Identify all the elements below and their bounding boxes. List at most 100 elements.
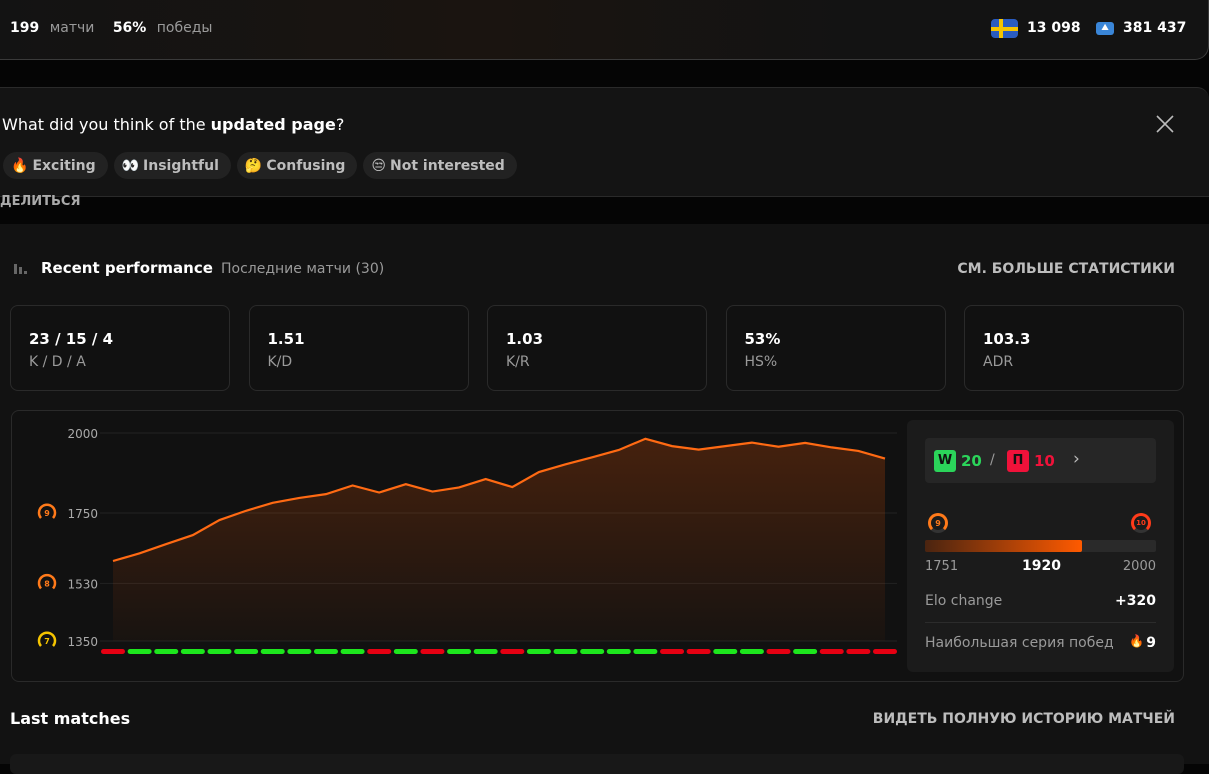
level-number: 8 — [44, 579, 50, 588]
stat-value: 1.03 — [506, 330, 544, 348]
profile-summary-bar: 199 матчи 56% победы 13 098 ⛰ 381 437 — [0, 0, 1209, 60]
level-9-icon: 9 — [928, 513, 948, 533]
win-marker — [447, 649, 472, 654]
option-label: Insightful — [143, 157, 219, 174]
separator: / — [990, 452, 995, 468]
win-streak-value: 9 — [1146, 635, 1156, 651]
y-tick-label: 1750 — [67, 507, 98, 521]
loss-marker — [766, 649, 791, 654]
range-max: 2000 — [1122, 559, 1156, 574]
loss-marker — [500, 649, 525, 654]
bar-chart-icon — [14, 262, 28, 274]
sweden-flag-icon — [991, 19, 1018, 38]
losses-count: 10 — [1034, 452, 1055, 470]
stat-card-adr: 103.3 ADR — [964, 305, 1184, 391]
level-number: 9 — [44, 509, 50, 518]
loss-marker — [686, 649, 711, 654]
europe-region-icon: ⛰ — [1096, 22, 1114, 35]
last-matches-title: Last matches — [10, 709, 131, 728]
y-tick-label: 1350 — [67, 635, 98, 649]
elo-change-value: +320 — [1115, 593, 1156, 609]
loss-marker — [660, 649, 685, 654]
losses-badge: П — [1007, 450, 1029, 472]
y-tick-label: 2000 — [67, 427, 98, 441]
win-marker — [127, 649, 152, 654]
y-tick-label: 1530 — [67, 577, 98, 591]
level-10-icon: 10 — [1131, 513, 1151, 533]
win-marker — [473, 649, 498, 654]
win-marker — [553, 649, 578, 654]
win-rate-label: победы — [156, 20, 213, 36]
matches-table — [10, 754, 1184, 774]
option-label: Not interested — [390, 157, 505, 174]
win-marker — [526, 649, 551, 654]
matches-label: матчи — [49, 20, 95, 36]
stat-card-hs%: 53% HS% — [725, 305, 946, 391]
stat-value: 1.51 — [267, 330, 305, 348]
level-9-icon — [37, 503, 57, 519]
stat-value: 103.3 — [983, 330, 1031, 348]
stat-label: K / D / A — [29, 354, 86, 370]
option-label: Confusing — [266, 157, 346, 174]
win-marker — [234, 649, 259, 654]
elo-progress-bar — [925, 540, 1156, 552]
region-rank[interactable]: 381 437 — [1123, 20, 1187, 36]
stat-value: 23 / 15 / 4 — [29, 330, 114, 348]
win-marker — [313, 649, 338, 654]
stat-label: HS% — [744, 354, 778, 370]
loss-marker — [819, 649, 844, 654]
level-number: 7 — [44, 637, 50, 646]
feedback-question: What did you think of the updated page? — [2, 115, 345, 134]
summary-panel: W 20 / П 10 › 9 10 1751 1920 2000 Elo ch… — [907, 420, 1174, 672]
section-subtitle: Последние матчи (30) — [221, 261, 385, 277]
feedback-panel: What did you think of the updated page? … — [0, 87, 1209, 197]
win-marker — [739, 649, 764, 654]
share-button[interactable]: ДЕЛИТЬСЯ — [0, 194, 81, 209]
win-marker — [154, 649, 179, 654]
country-rank[interactable]: 13 098 — [1027, 20, 1081, 36]
option-label: Exciting — [32, 157, 96, 174]
win-marker — [580, 649, 605, 654]
elo-line — [112, 437, 886, 563]
wins-count: 20 — [961, 452, 982, 470]
emoji-icon: 🤔 — [244, 157, 263, 174]
loss-marker — [101, 649, 125, 654]
stat-label: K/R — [506, 354, 530, 370]
feedback-option-exciting[interactable]: 🔥 Exciting — [3, 152, 108, 179]
win-loss-button[interactable]: W 20 / П 10 › — [925, 438, 1156, 483]
more-stats-link[interactable]: СМ. БОЛЬШЕ СТАТИСТИКИ — [957, 261, 1175, 277]
full-history-link[interactable]: ВИДЕТЬ ПОЛНУЮ ИСТОРИЮ МАТЧЕЙ — [872, 711, 1175, 727]
emoji-icon: 😒 — [371, 157, 386, 174]
win-marker — [713, 649, 738, 654]
elo-area — [113, 438, 885, 641]
stat-card-kr: 1.03 K/R — [487, 305, 707, 391]
fire-icon: 🔥 — [1129, 634, 1144, 648]
loss-marker — [420, 649, 445, 654]
win-marker — [393, 649, 418, 654]
elo-change-label: Elo change — [925, 593, 1003, 609]
section-title: Recent performance — [41, 259, 213, 277]
close-icon[interactable] — [1154, 113, 1176, 135]
win-marker — [287, 649, 312, 654]
divider — [925, 622, 1156, 623]
matches-count: 199 — [10, 20, 40, 36]
win-marker — [207, 649, 232, 654]
chevron-right-icon: › — [1073, 449, 1080, 469]
level-7-icon — [37, 631, 57, 647]
level-8-icon — [37, 573, 57, 590]
wins-badge: W — [934, 450, 956, 472]
feedback-option-not-interested[interactable]: 😒 Not interested — [363, 152, 517, 179]
loss-marker — [367, 649, 392, 654]
stat-value: 53% — [744, 330, 781, 348]
feedback-option-insightful[interactable]: 👀 Insightful — [113, 152, 231, 179]
loss-marker — [846, 649, 871, 654]
win-marker — [606, 649, 631, 654]
win-marker — [180, 649, 205, 654]
feedback-option-confusing[interactable]: 🤔 Confusing — [236, 152, 358, 179]
emoji-icon: 🔥 — [11, 157, 29, 174]
stat-card-kd: 1.51 K/D — [248, 305, 469, 391]
win-marker — [793, 649, 818, 654]
current-elo: 1920 — [1022, 558, 1061, 574]
stat-label: K/D — [267, 354, 293, 370]
